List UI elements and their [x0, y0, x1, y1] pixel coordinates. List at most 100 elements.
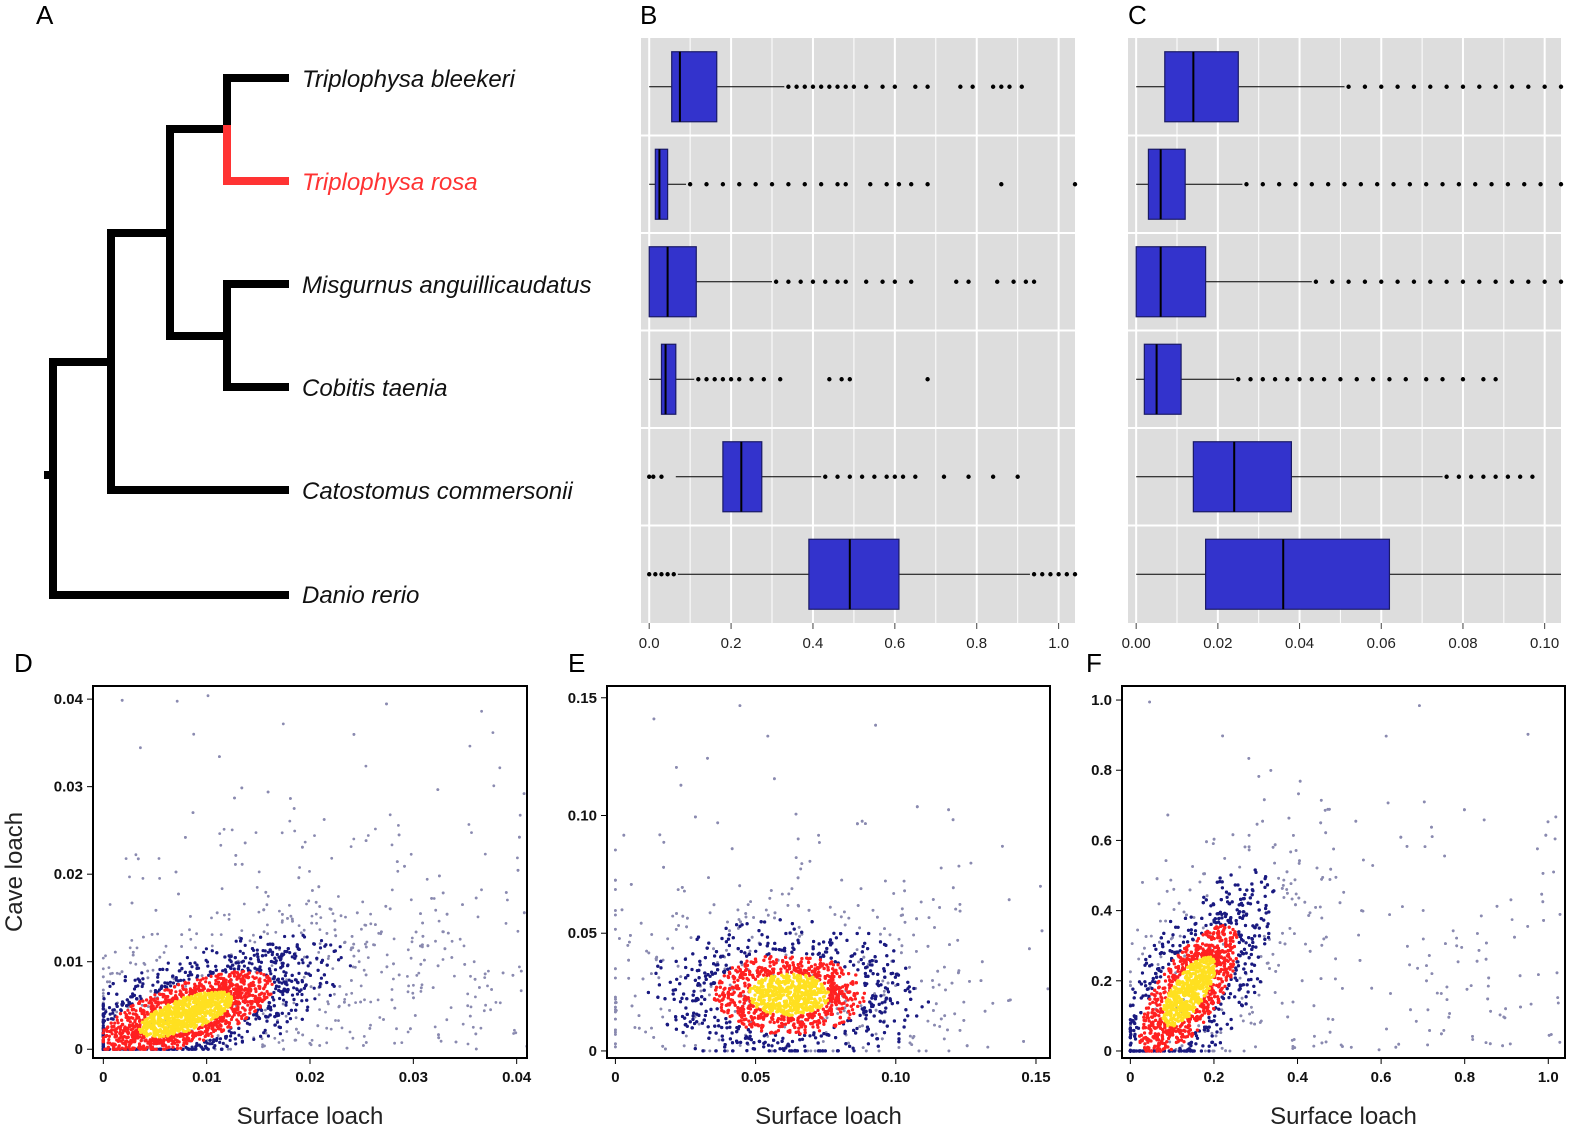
scatter-point: [227, 986, 231, 990]
scatter-point: [1039, 884, 1042, 888]
scatter-point: [357, 960, 361, 964]
panel-label-f: F: [1086, 648, 1102, 678]
scatter-point: [156, 972, 160, 977]
scatter-point: [897, 937, 901, 941]
outlier-point: [1285, 377, 1290, 382]
scatter-point: [313, 997, 317, 1001]
scatter-point: [861, 1024, 864, 1028]
scatter-point: [504, 922, 508, 925]
scatter-point: [316, 968, 320, 972]
outlier-point: [847, 377, 853, 382]
scatter-point: [730, 847, 734, 851]
scatter-point: [934, 1002, 938, 1006]
outlier-point: [786, 182, 791, 187]
scatter-point: [226, 1025, 230, 1029]
scatter-point: [920, 979, 923, 983]
scatter-point: [315, 956, 319, 960]
scatter-point: [153, 1020, 157, 1025]
scatter-point: [191, 1013, 195, 1017]
scatter-point: [431, 986, 435, 989]
scatter-point: [152, 1029, 156, 1033]
scatter-point: [237, 1002, 241, 1006]
scatter-point: [201, 1047, 205, 1051]
scatter-point: [369, 922, 373, 926]
scatter-point: [654, 957, 658, 960]
scatter-point: [229, 1017, 233, 1022]
scatter-point: [171, 1039, 175, 1043]
scatter-point: [167, 1045, 171, 1049]
scatter-point: [209, 984, 213, 988]
scatter-point: [324, 1010, 327, 1014]
scatter-point: [159, 1013, 163, 1017]
x-tick-label: 0.02: [1203, 635, 1232, 652]
scatter-point: [800, 862, 804, 865]
scatter-point: [359, 1000, 362, 1004]
scatter-point: [736, 908, 740, 912]
scatter-point: [442, 930, 445, 934]
scatter-point: [676, 964, 680, 968]
scatter-point: [160, 992, 165, 997]
scatter-point: [254, 976, 258, 980]
scatter-point: [285, 1030, 289, 1033]
scatter-point: [166, 961, 170, 965]
scatter-point: [301, 933, 305, 937]
scatter-point: [348, 964, 352, 968]
scatter-point: [292, 807, 296, 810]
scatter-point: [413, 1014, 417, 1017]
scatter-point: [155, 958, 159, 962]
scatter-point: [142, 1036, 146, 1040]
outlier-point: [1019, 84, 1024, 89]
branch-rosa-highlight: [223, 125, 289, 185]
scatter-point: [863, 662, 866, 665]
scatter-point: [202, 1038, 206, 1042]
scatter-point: [151, 1014, 155, 1018]
scatter-point: [172, 1025, 176, 1029]
scatter-point: [266, 1006, 270, 1010]
scatter-point: [957, 971, 960, 975]
scatter-point: [239, 937, 243, 941]
scatter-point: [218, 1023, 222, 1027]
scatter-point: [156, 980, 160, 984]
scatter-point: [161, 995, 165, 999]
outlier-point: [835, 474, 840, 479]
scatter-point: [131, 1003, 135, 1008]
scatter-point: [222, 977, 226, 981]
scatter-point: [143, 1015, 147, 1019]
scatter-point: [154, 1001, 158, 1005]
scatter-point: [107, 1006, 112, 1010]
scatter-point: [707, 876, 710, 879]
scatter-point: [199, 1030, 203, 1034]
scatter-point: [344, 915, 347, 919]
scatter-point: [208, 970, 212, 974]
scatter-point: [236, 961, 240, 965]
scatter-point: [879, 932, 882, 936]
scatter-point: [840, 878, 844, 882]
scatter-point: [152, 1039, 157, 1044]
scatter-point: [116, 1021, 120, 1025]
iqr-box: [1135, 246, 1207, 318]
scatter-point: [516, 856, 519, 860]
scatter-point: [897, 1046, 901, 1049]
outlier-point: [999, 182, 1004, 187]
scatter-point: [522, 911, 526, 915]
outlier-point: [1015, 474, 1020, 479]
scatter-point: [281, 977, 285, 981]
scatter-point: [255, 971, 259, 975]
scatter-point: [272, 975, 276, 979]
scatter-point: [406, 990, 410, 994]
scatter-point: [247, 975, 251, 979]
scatter-point: [224, 1021, 228, 1026]
scatter-point: [171, 981, 175, 985]
scatter-point: [159, 1047, 163, 1051]
scatter-point: [262, 908, 266, 912]
scatter-point: [270, 964, 274, 967]
panel-label-d: D: [14, 648, 33, 678]
x-tick-label: 0.8: [966, 635, 987, 652]
scatter-point: [163, 981, 167, 985]
scatter-point: [265, 989, 269, 994]
scatter-point: [190, 1047, 194, 1051]
scatter-point: [436, 964, 440, 968]
scatter-point: [306, 964, 310, 968]
scatter-point: [433, 1025, 437, 1029]
outlier-point: [1048, 572, 1053, 577]
